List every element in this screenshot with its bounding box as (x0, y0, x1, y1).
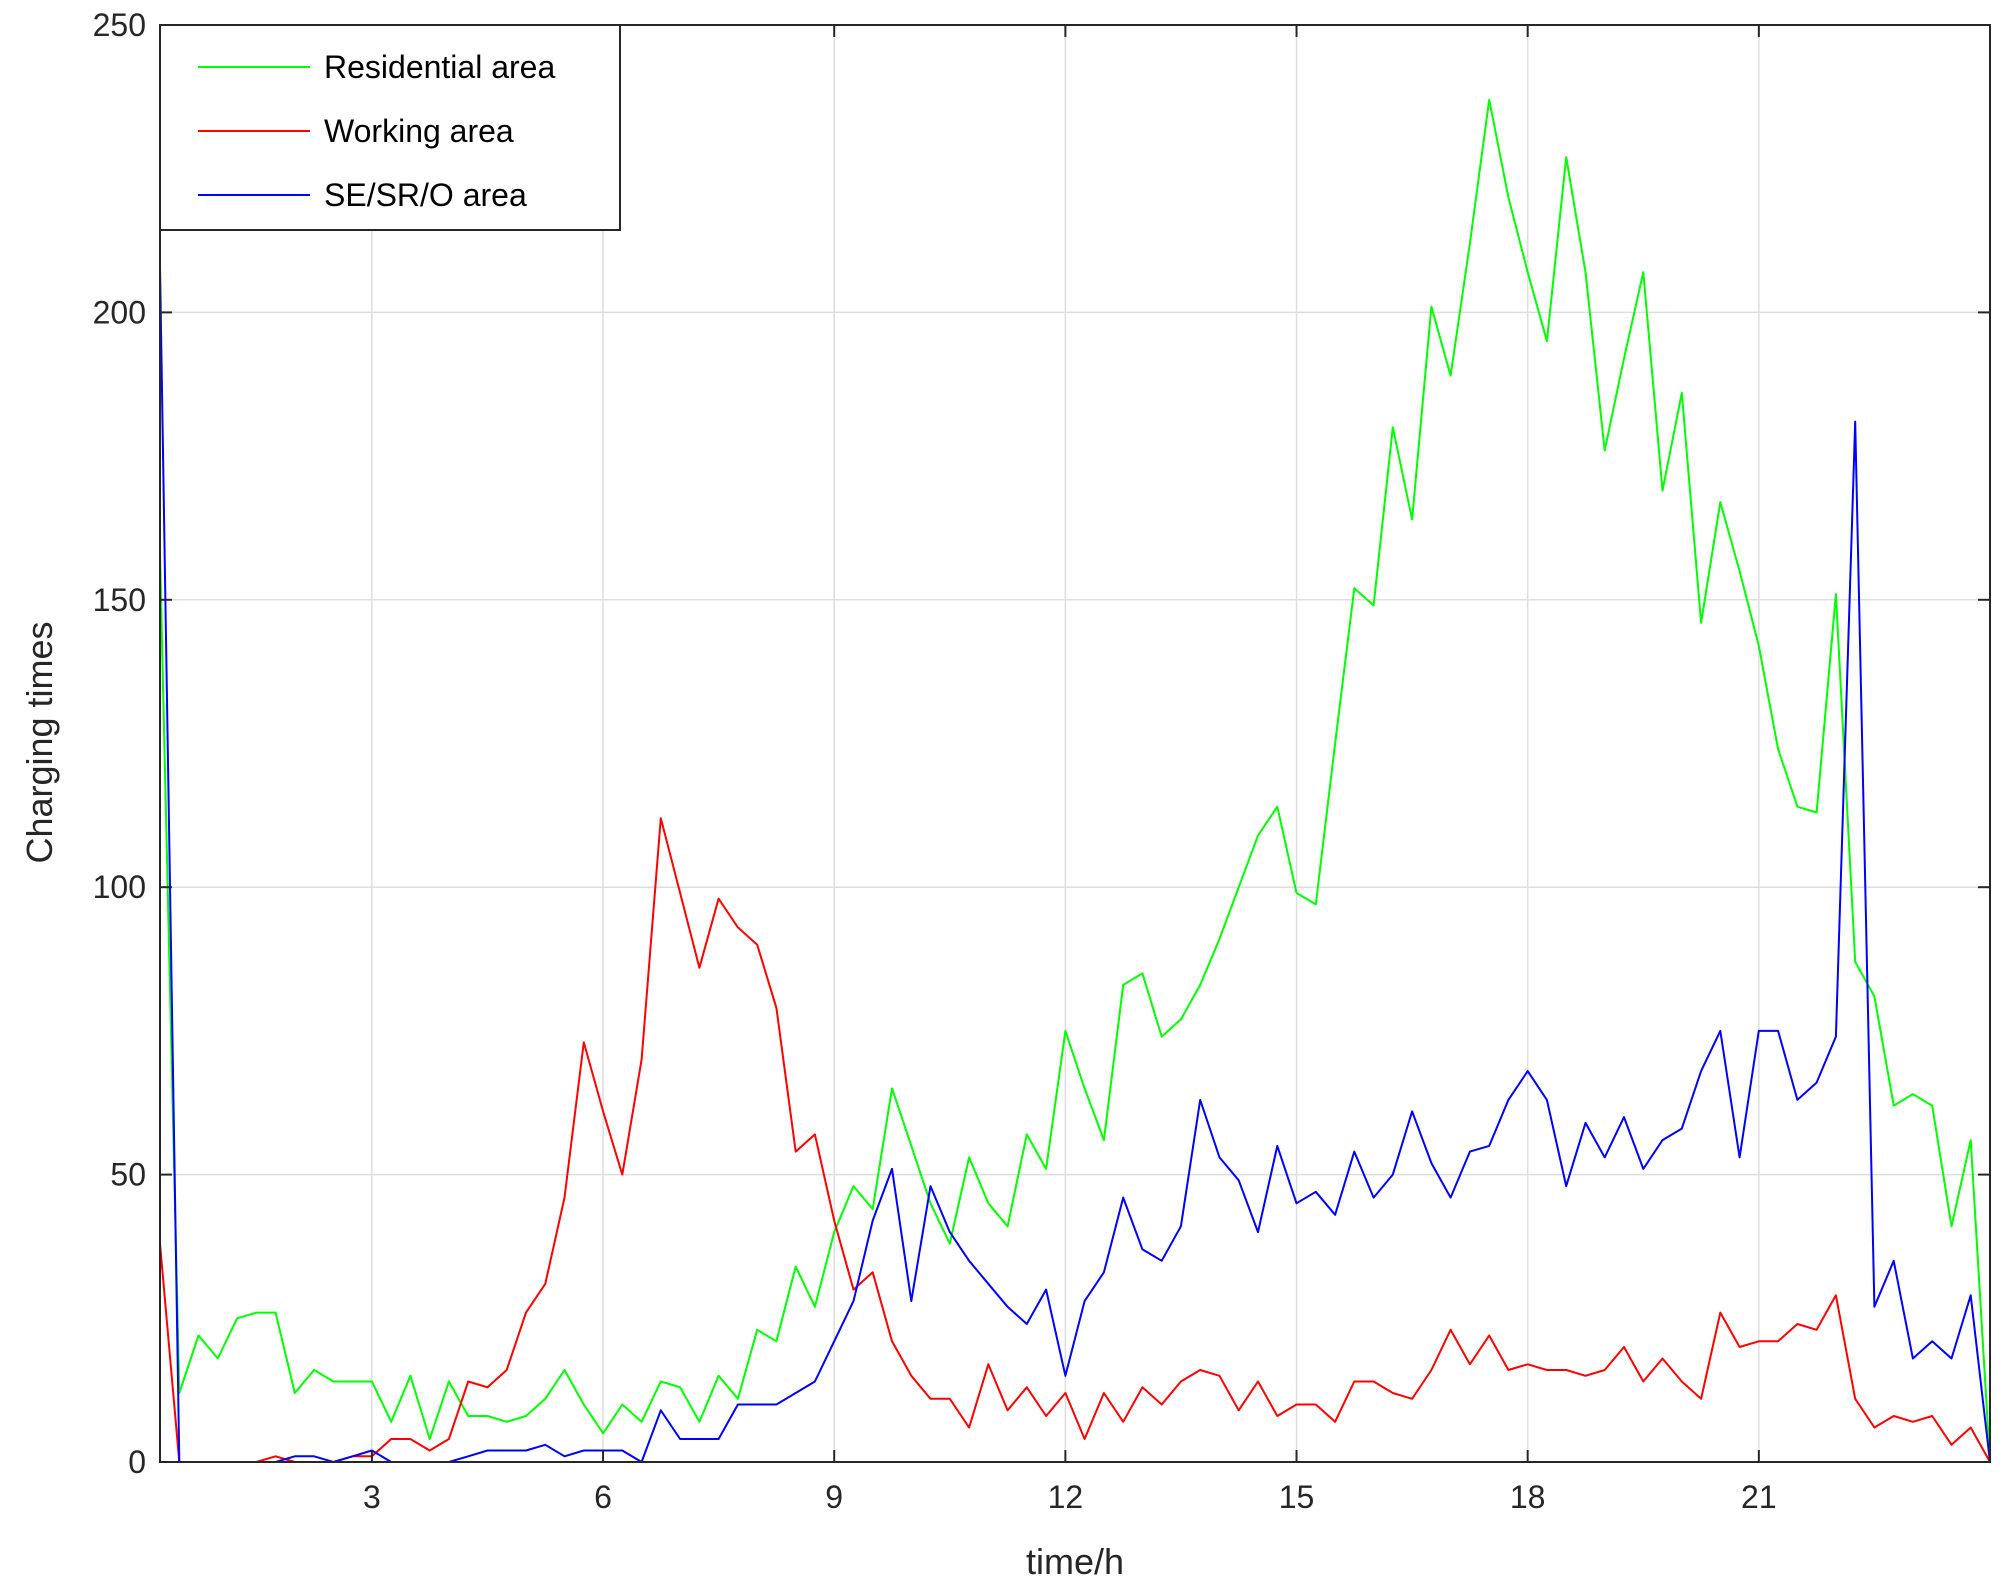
x-tick-label: 9 (825, 1479, 843, 1515)
y-tick-label: 100 (93, 869, 146, 905)
legend-label-working: Working area (324, 113, 514, 149)
y-tick-label: 250 (93, 7, 146, 43)
y-axis-label: Charging times (19, 621, 60, 863)
series-line-residential-area (159, 98, 1991, 1463)
x-axis-label: time/h (1026, 1541, 1124, 1582)
series-line-working-area (159, 817, 1991, 1463)
x-tick-label: 15 (1279, 1479, 1315, 1515)
legend-label-se-sr-o: SE/SR/O area (324, 177, 527, 213)
series-lines (159, 98, 1991, 1463)
y-tick-label: 0 (128, 1444, 146, 1480)
y-tick-label: 200 (93, 294, 146, 330)
legend-label-residential: Residential area (324, 49, 555, 85)
x-tick-label: 12 (1048, 1479, 1084, 1515)
x-tick-label: 18 (1510, 1479, 1546, 1515)
axes-box (159, 24, 1991, 1463)
y-tick-label: 50 (110, 1157, 146, 1193)
x-tick-label: 3 (363, 1479, 381, 1515)
x-tick-label: 21 (1741, 1479, 1777, 1515)
series-line-se-sr-o-area (159, 266, 1991, 1463)
ticks: 3 6 9 12 15 18 21 0 50 100 150 200 250 (93, 7, 1990, 1515)
y-tick-label: 150 (93, 582, 146, 618)
x-tick-label: 6 (594, 1479, 612, 1515)
legend: Residential area Working area SE/SR/O ar… (159, 24, 621, 231)
grid (160, 25, 1990, 1462)
